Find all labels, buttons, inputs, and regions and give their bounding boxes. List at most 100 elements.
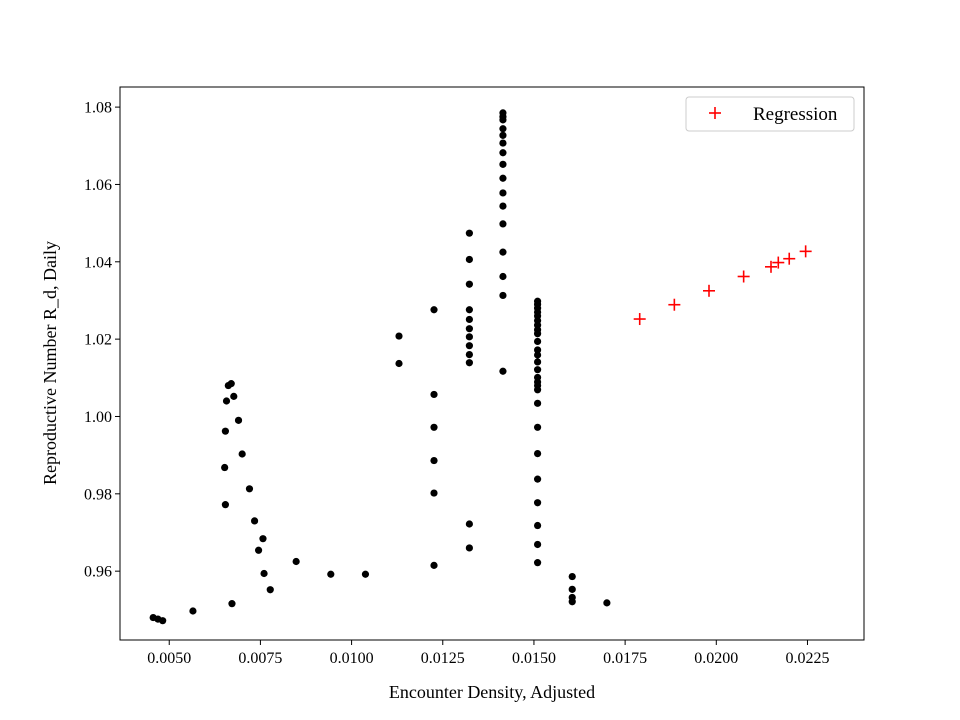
data-point: [221, 501, 229, 509]
data-point: [222, 397, 231, 405]
data-point: [260, 569, 268, 578]
x-tick-label: 0.0075: [238, 650, 282, 667]
axes-frame: [119, 86, 865, 641]
data-point: [533, 358, 542, 366]
data-point: [499, 149, 507, 157]
data-point: [224, 381, 232, 390]
data-point: [465, 333, 473, 341]
data-point: [533, 386, 542, 394]
y-tick-label: 1.08: [84, 100, 112, 117]
data-point: [430, 561, 438, 569]
data-point: [266, 586, 274, 594]
data-point: [533, 559, 542, 567]
data-point: [465, 229, 473, 237]
y-tick-label: 1.02: [84, 332, 112, 349]
data-point: [533, 351, 542, 359]
data-point: [292, 557, 300, 566]
data-point: [395, 332, 403, 340]
data-point: [395, 359, 403, 368]
data-point: [465, 280, 473, 288]
data-point: [499, 131, 507, 139]
data-point: [465, 315, 473, 324]
regression-point: [737, 270, 750, 283]
data-point: [254, 546, 263, 554]
data-point: [499, 220, 507, 228]
data-point: [603, 599, 611, 607]
data-point: [533, 450, 542, 458]
regression-point: [668, 298, 681, 311]
data-point: [430, 456, 438, 465]
legend: Regression: [685, 96, 855, 132]
data-point: [533, 399, 542, 407]
y-axis-ticks: 0.96 0.98 1.00 1.02 1.04 1.06 1.08: [84, 100, 120, 581]
data-point: [238, 450, 246, 458]
data-point: [499, 189, 507, 197]
regression-point: [765, 260, 777, 273]
data-point: [159, 617, 167, 625]
data-point: [499, 139, 507, 147]
x-axis-label: Encounter Density, Adjusted: [389, 682, 595, 702]
data-point: [465, 255, 473, 264]
y-axis-label: Reproductive Number R_d, Daily: [40, 241, 60, 485]
data-point: [430, 306, 438, 314]
legend-box: [685, 96, 855, 132]
x-tick-label: 0.0050: [147, 650, 191, 667]
data-point: [533, 330, 542, 338]
data-point: [465, 325, 473, 333]
data-point: [533, 423, 542, 431]
data-point: [499, 116, 507, 124]
y-tick-label: 0.96: [84, 564, 112, 581]
y-tick-label: 0.98: [84, 486, 112, 503]
data-point: [499, 160, 507, 168]
y-tick-label: 1.00: [84, 409, 112, 426]
data-point: [533, 366, 542, 374]
data-point: [465, 359, 473, 367]
data-point: [499, 248, 507, 256]
data-point: [533, 346, 542, 354]
data-point: [568, 572, 576, 581]
data-point: [189, 607, 197, 615]
y-tick-label: 1.04: [84, 254, 112, 271]
regression-point: [703, 284, 715, 297]
data-point: [568, 598, 576, 606]
data-point: [430, 423, 438, 431]
data-point: [250, 517, 259, 525]
data-point: [234, 416, 243, 424]
data-point: [499, 174, 507, 182]
data-point: [221, 463, 229, 472]
x-tick-label: 0.0100: [330, 650, 374, 667]
data-point: [465, 351, 473, 359]
data-point: [430, 390, 438, 399]
legend-marker-regression: [709, 107, 721, 119]
data-point: [465, 306, 473, 314]
data-point: [533, 475, 542, 483]
data-point: [228, 600, 236, 608]
data-point: [533, 521, 542, 530]
data-point: [533, 499, 542, 507]
data-point: [230, 392, 238, 400]
x-tick-label: 0.0225: [785, 650, 829, 667]
data-point: [327, 570, 335, 578]
data-point: [245, 485, 254, 493]
data-point: [499, 202, 507, 210]
x-tick-label: 0.0125: [421, 650, 465, 667]
y-tick-label: 1.06: [84, 177, 112, 194]
x-tick-label: 0.0200: [694, 650, 738, 667]
data-point: [259, 535, 267, 543]
data-point: [361, 570, 370, 578]
data-point: [465, 342, 473, 350]
data-point: [533, 337, 542, 346]
regression-point: [799, 245, 812, 258]
legend-plus-marker: [709, 107, 721, 119]
data-point: [221, 427, 229, 435]
data-point: [465, 520, 473, 528]
data-points: [149, 109, 812, 625]
data-point: [499, 125, 507, 133]
data-point: [533, 540, 542, 549]
regression-point: [772, 256, 785, 269]
data-point: [568, 585, 576, 593]
x-tick-label: 0.0150: [512, 650, 556, 667]
data-point: [465, 544, 473, 552]
x-axis-ticks: 0.0050 0.0075 0.0100 0.0125 0.0150 0.0175 0.02…: [147, 640, 829, 667]
